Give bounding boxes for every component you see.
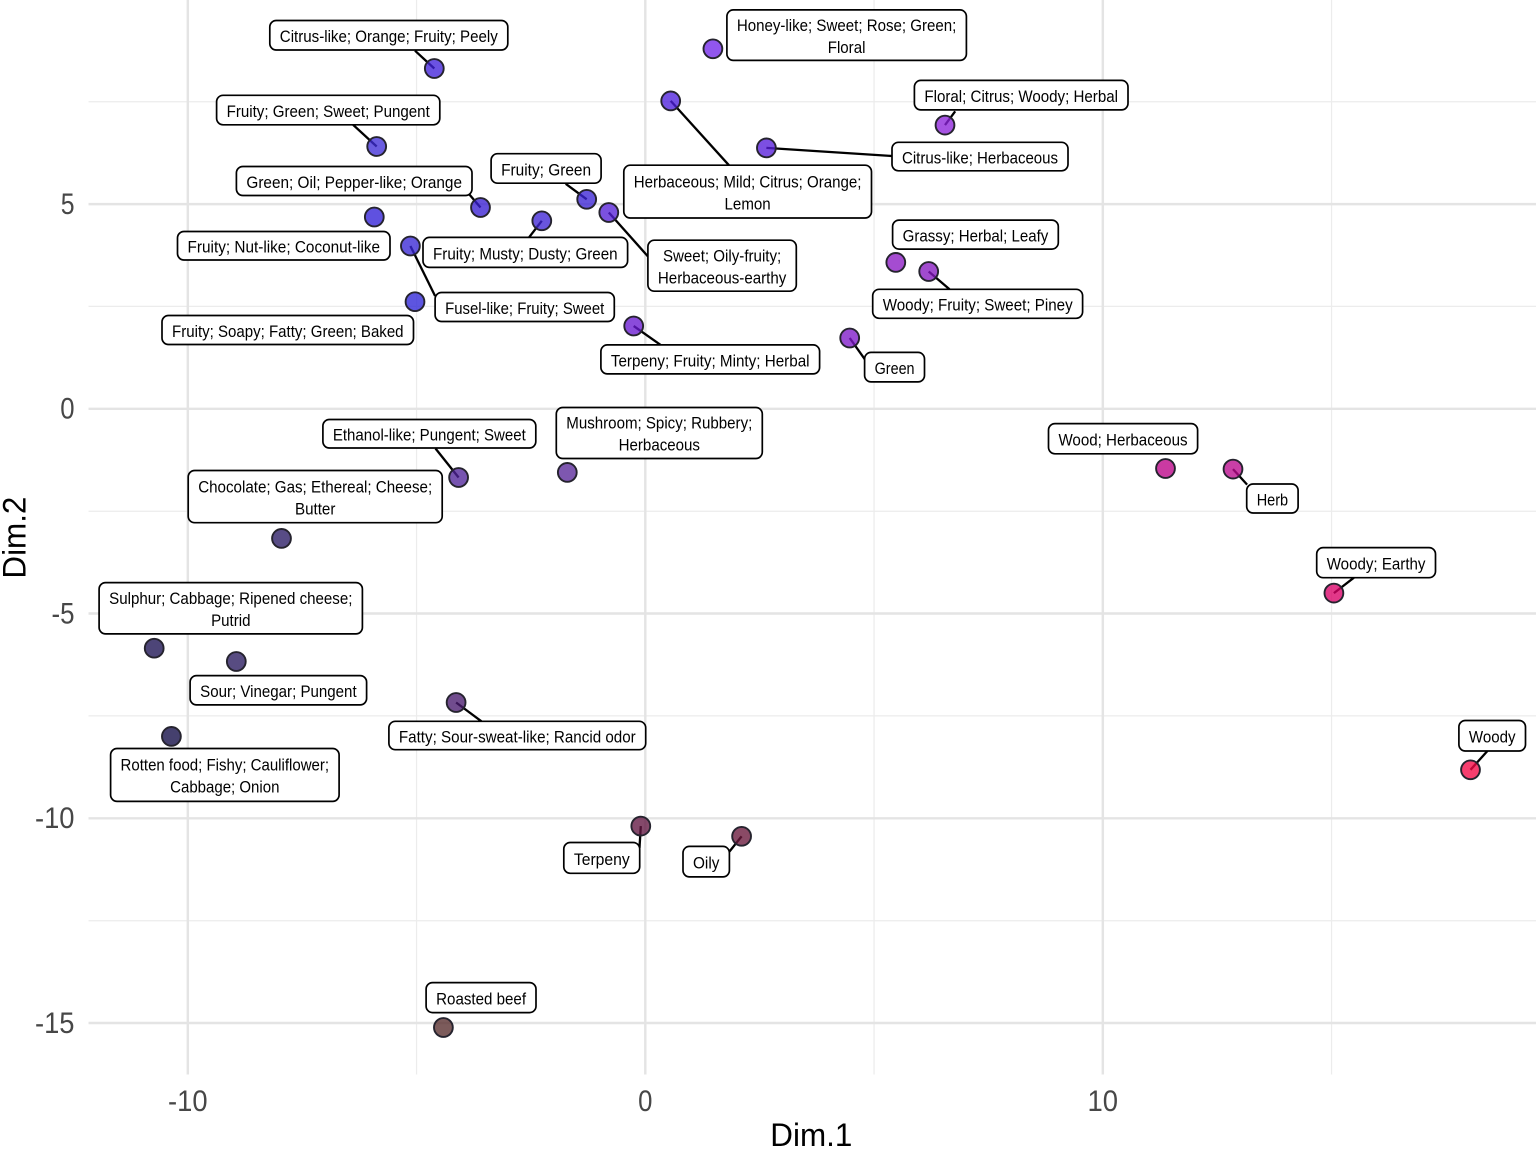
svg-text:Lemon: Lemon (725, 195, 771, 213)
svg-text:Citrus-like; Orange; Fruity; P: Citrus-like; Orange; Fruity; Peely (280, 28, 499, 46)
svg-text:Fatty; Sour-sweat-like; Rancid: Fatty; Sour-sweat-like; Rancid odor (399, 728, 636, 746)
svg-text:Fusel-like; Fruity; Sweet: Fusel-like; Fruity; Sweet (445, 300, 605, 318)
svg-text:Putrid: Putrid (211, 612, 250, 630)
svg-text:Oily: Oily (693, 855, 720, 873)
svg-text:Citrus-like; Herbaceous: Citrus-like; Herbaceous (902, 150, 1058, 168)
svg-text:-10: -10 (35, 802, 75, 835)
svg-text:5: 5 (61, 188, 75, 221)
svg-text:Rotten food; Fishy; Cauliflowe: Rotten food; Fishy; Cauliflower; (121, 757, 330, 775)
svg-text:Fruity; Musty; Dusty; Green: Fruity; Musty; Dusty; Green (433, 245, 618, 263)
svg-text:-5: -5 (52, 597, 75, 630)
svg-text:Woody; Earthy: Woody; Earthy (1327, 556, 1427, 574)
svg-text:Floral; Citrus; Woody; Herbal: Floral; Citrus; Woody; Herbal (924, 88, 1118, 106)
svg-text:0: 0 (638, 1085, 652, 1118)
svg-text:Green: Green (875, 360, 915, 378)
svg-text:Wood; Herbaceous: Wood; Herbaceous (1058, 432, 1187, 450)
svg-text:Fruity; Nut-like; Coconut-like: Fruity; Nut-like; Coconut-like (188, 239, 381, 257)
svg-text:Woody; Fruity; Sweet; Piney: Woody; Fruity; Sweet; Piney (883, 297, 1074, 315)
svg-text:0: 0 (60, 393, 74, 426)
svg-text:Roasted beef: Roasted beef (436, 991, 526, 1009)
svg-text:Cabbage; Onion: Cabbage; Onion (170, 779, 279, 797)
svg-text:Fruity; Soapy; Fatty; Green; B: Fruity; Soapy; Fatty; Green; Baked (172, 323, 404, 341)
svg-text:-15: -15 (35, 1007, 75, 1040)
svg-text:Sweet; Oily-fruity;: Sweet; Oily-fruity; (663, 247, 781, 265)
svg-text:Fruity; Green: Fruity; Green (501, 161, 591, 179)
svg-text:Dim.2: Dim.2 (0, 497, 32, 579)
svg-text:Herbaceous: Herbaceous (619, 437, 700, 455)
svg-text:Ethanol-like; Pungent; Sweet: Ethanol-like; Pungent; Sweet (333, 427, 526, 445)
svg-text:-10: -10 (168, 1085, 208, 1118)
svg-text:Terpeny; Fruity; Minty; Herbal: Terpeny; Fruity; Minty; Herbal (611, 352, 810, 370)
svg-text:Chocolate; Gas; Ethereal; Chee: Chocolate; Gas; Ethereal; Cheese; (198, 478, 432, 496)
svg-text:10: 10 (1088, 1085, 1119, 1118)
svg-text:Grassy; Herbal; Leafy: Grassy; Herbal; Leafy (903, 228, 1049, 246)
svg-text:Green; Oil; Pepper-like; Orang: Green; Oil; Pepper-like; Orange (246, 174, 462, 192)
svg-text:Herb: Herb (1257, 491, 1288, 509)
svg-text:Sulphur; Cabbage; Ripened chee: Sulphur; Cabbage; Ripened cheese; (109, 590, 352, 608)
svg-text:Honey-like; Sweet; Rose; Green: Honey-like; Sweet; Rose; Green; (737, 17, 957, 35)
svg-text:Herbaceous-earthy: Herbaceous-earthy (658, 269, 787, 287)
svg-text:Woody: Woody (1469, 729, 1516, 747)
svg-text:Fruity; Green; Sweet; Pungent: Fruity; Green; Sweet; Pungent (227, 103, 431, 121)
svg-text:Mushroom; Spicy; Rubbery;: Mushroom; Spicy; Rubbery; (566, 415, 752, 433)
svg-text:Dim.1: Dim.1 (770, 1117, 852, 1152)
svg-text:Butter: Butter (295, 500, 336, 518)
svg-text:Floral: Floral (828, 39, 866, 57)
svg-text:Herbaceous; Mild; Citrus; Oran: Herbaceous; Mild; Citrus; Orange; (634, 173, 862, 191)
svg-text:Sour; Vinegar; Pungent: Sour; Vinegar; Pungent (200, 683, 357, 701)
svg-text:Terpeny: Terpeny (574, 851, 631, 869)
